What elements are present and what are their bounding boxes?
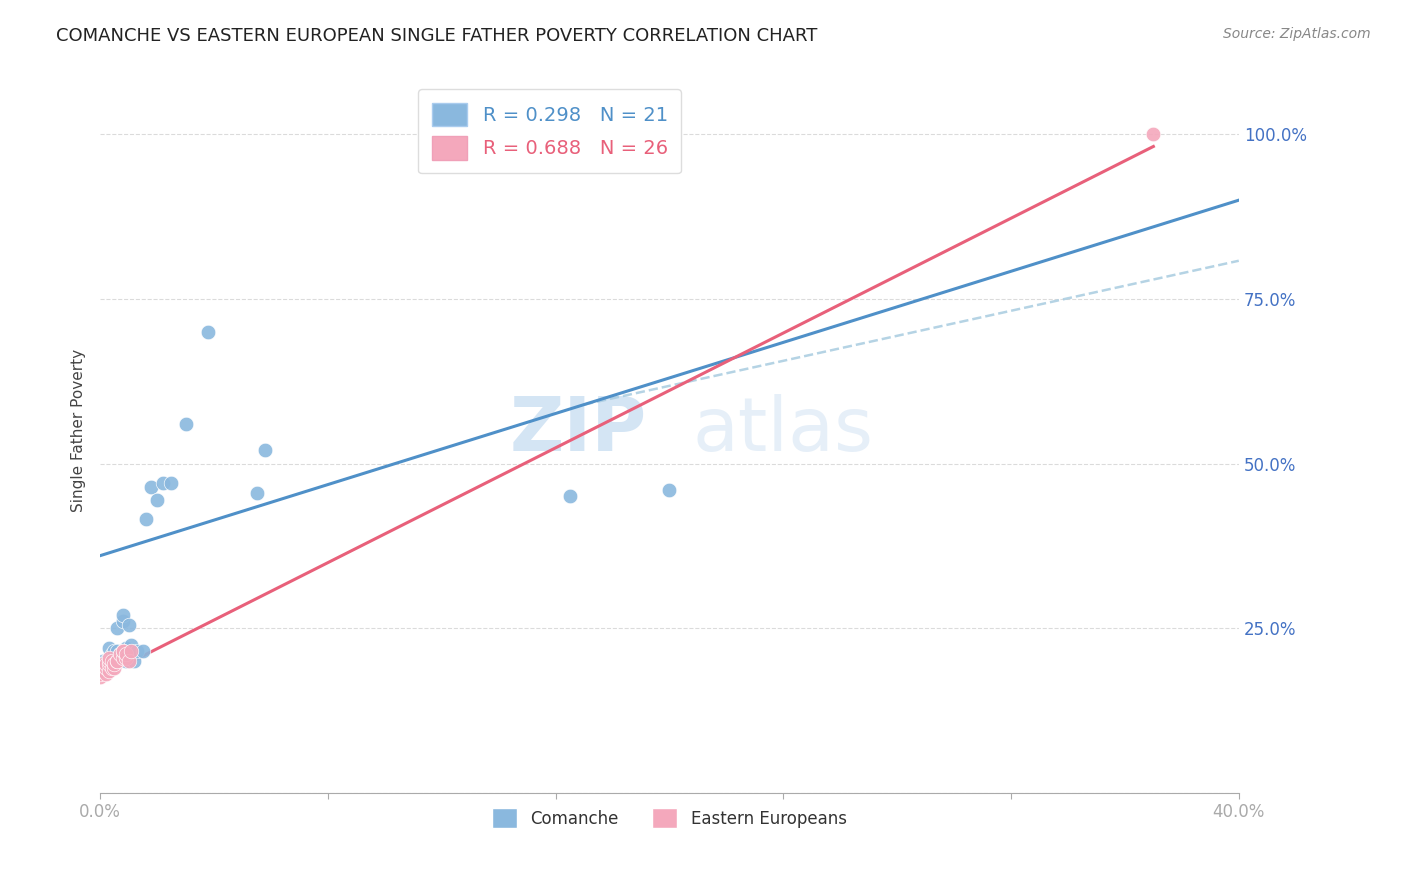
Point	[1142, 128, 1164, 142]
Point	[558, 490, 581, 504]
Point	[132, 644, 155, 658]
Point	[117, 648, 139, 662]
Point	[97, 657, 120, 672]
Point	[89, 664, 111, 678]
Point	[97, 640, 120, 655]
Point	[254, 443, 277, 458]
Point	[246, 486, 269, 500]
Point	[197, 325, 219, 339]
Point	[105, 644, 128, 658]
Point	[89, 667, 111, 681]
Point	[174, 417, 197, 431]
Point	[100, 648, 122, 662]
Point	[105, 621, 128, 635]
Point	[100, 660, 122, 674]
Point	[105, 654, 128, 668]
Text: COMANCHE VS EASTERN EUROPEAN SINGLE FATHER POVERTY CORRELATION CHART: COMANCHE VS EASTERN EUROPEAN SINGLE FATH…	[56, 27, 818, 45]
Text: Source: ZipAtlas.com: Source: ZipAtlas.com	[1223, 27, 1371, 41]
Point	[111, 644, 134, 658]
Point	[127, 644, 149, 658]
Point	[105, 654, 128, 668]
Point	[97, 654, 120, 668]
Point	[89, 657, 111, 672]
Point	[91, 654, 114, 668]
Point	[111, 644, 134, 658]
Point	[111, 615, 134, 629]
Point	[111, 607, 134, 622]
Point	[658, 483, 681, 497]
Point	[103, 660, 125, 674]
Point	[103, 657, 125, 672]
Legend: Comanche, Eastern Europeans: Comanche, Eastern Europeans	[485, 801, 853, 835]
Point	[152, 476, 174, 491]
Text: ZIP: ZIP	[509, 394, 647, 467]
Point	[114, 650, 136, 665]
Point	[94, 657, 117, 672]
Point	[120, 644, 142, 658]
Point	[160, 476, 183, 491]
Point	[94, 660, 117, 674]
Point	[100, 654, 122, 668]
Point	[117, 654, 139, 668]
Point	[89, 670, 111, 684]
Point	[94, 667, 117, 681]
Point	[97, 664, 120, 678]
Point	[120, 638, 142, 652]
Point	[91, 657, 114, 672]
Point	[108, 648, 131, 662]
Point	[141, 479, 163, 493]
Point	[108, 648, 131, 662]
Point	[114, 648, 136, 662]
Text: atlas: atlas	[692, 394, 873, 467]
Point	[91, 664, 114, 678]
Point	[103, 644, 125, 658]
Point	[89, 664, 111, 678]
Point	[111, 650, 134, 665]
Point	[124, 654, 146, 668]
Y-axis label: Single Father Poverty: Single Father Poverty	[72, 349, 86, 512]
Point	[135, 512, 157, 526]
Point	[94, 654, 117, 668]
Point	[146, 492, 169, 507]
Point	[114, 640, 136, 655]
Point	[114, 654, 136, 668]
Point	[97, 650, 120, 665]
Point	[117, 617, 139, 632]
